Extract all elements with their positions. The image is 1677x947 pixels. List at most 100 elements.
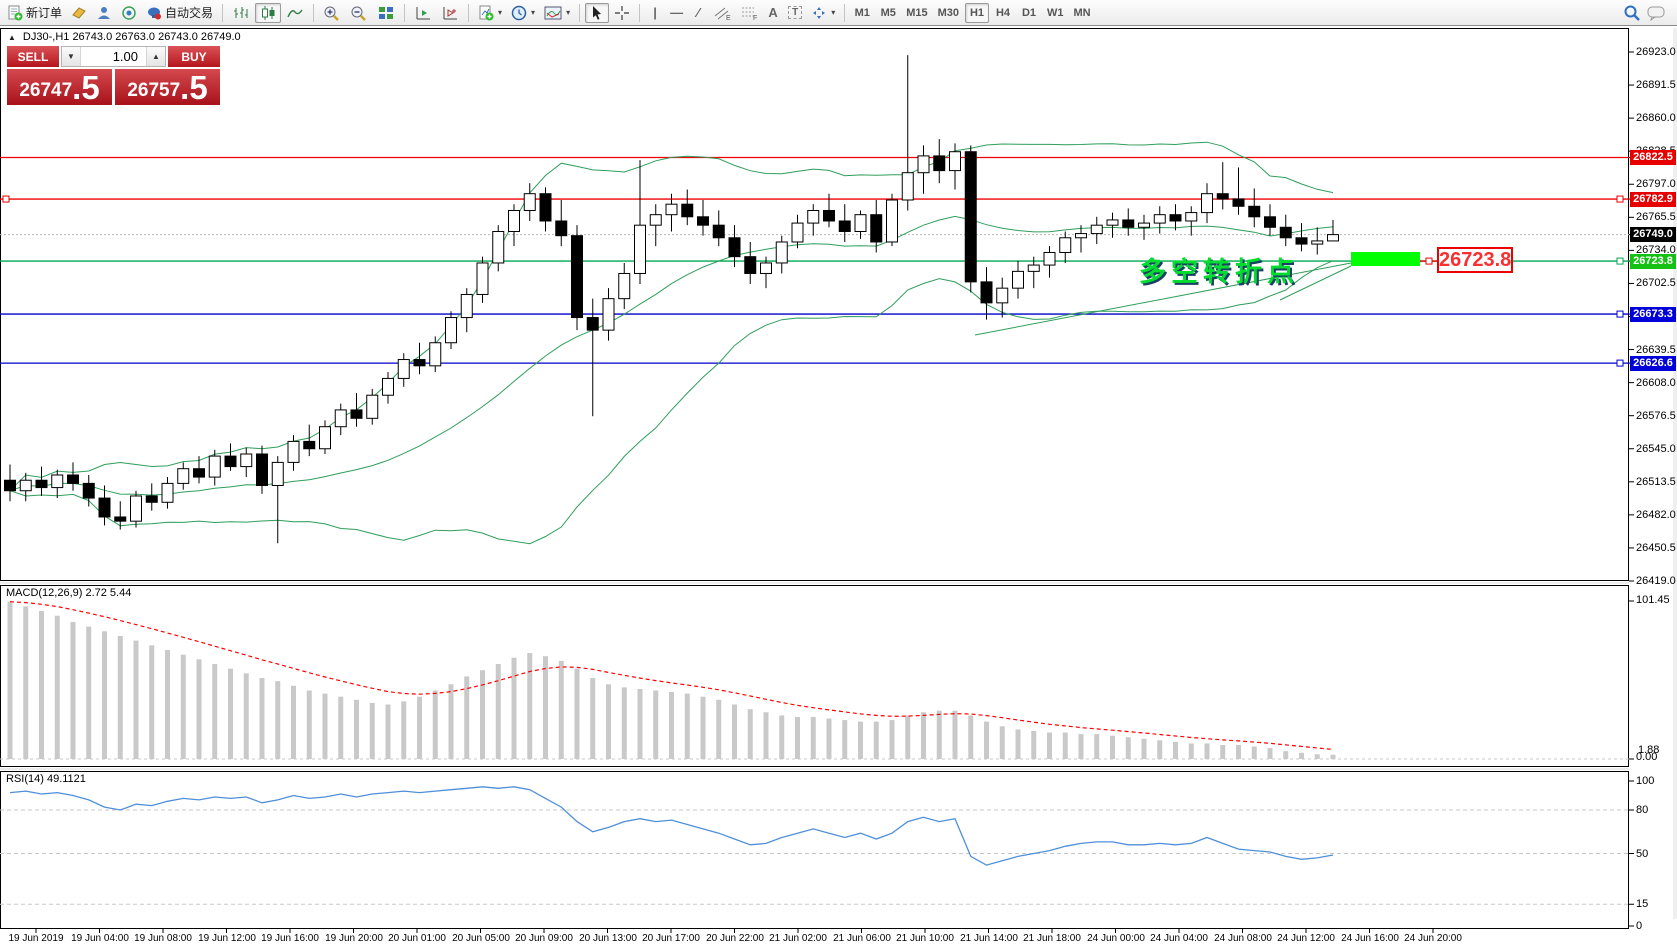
macd-histogram-bar (732, 704, 737, 759)
timeframe-h1[interactable]: H1 (965, 2, 990, 23)
text-label-tool-button[interactable]: T (784, 3, 806, 23)
market-watch-button[interactable] (67, 3, 91, 23)
search-icon[interactable] (1623, 4, 1641, 22)
chart-shift-button[interactable] (437, 3, 463, 23)
auto-scroll-button[interactable] (410, 3, 436, 23)
bar-chart-mode-button[interactable] (228, 3, 254, 23)
macd-histogram-bar (1157, 740, 1163, 759)
sell-price-button[interactable]: 26747.5 (7, 69, 112, 105)
cursor-tool-button[interactable] (585, 2, 610, 23)
line-chart-mode-button[interactable] (282, 3, 308, 23)
sell-price-main: 26747 (19, 80, 73, 101)
text-tool-button[interactable]: A (763, 3, 783, 23)
object-anchor[interactable] (1616, 195, 1624, 203)
chart-text-annotation[interactable]: 多空转折点 (1139, 257, 1299, 287)
pane-separator[interactable] (0, 582, 1629, 584)
object-anchor[interactable] (1616, 310, 1624, 318)
volume-field[interactable]: 1.00 (80, 47, 147, 66)
trendline-tool-button[interactable]: ⁄ (688, 3, 708, 23)
trendline-object[interactable] (1279, 265, 1352, 301)
horizontal-line-tool-button[interactable]: — (666, 3, 687, 23)
volume-increase-button[interactable]: ▲ (147, 47, 165, 66)
toolbar-separator (639, 3, 641, 22)
macd-histogram-bar (70, 621, 76, 759)
chat-icon[interactable] (1647, 5, 1667, 21)
macd-histogram-bar (1125, 737, 1131, 759)
object-anchor[interactable] (1616, 257, 1624, 265)
buy-button[interactable]: BUY (168, 46, 220, 67)
toolbar-separator (313, 3, 315, 22)
candle-body (82, 482, 95, 499)
macd-histogram-bar (401, 701, 407, 759)
timeframe-m1[interactable]: M1 (854, 6, 870, 19)
macd-histogram-bar (23, 606, 29, 759)
zoom-in-button[interactable] (319, 3, 345, 23)
trendline-object[interactable] (974, 262, 1352, 336)
candle-body (429, 342, 442, 367)
candlestick-mode-button[interactable] (255, 2, 282, 23)
data-window-button[interactable] (92, 3, 116, 23)
sell-price-frac: .5 (72, 69, 100, 106)
rectangle-annotation[interactable] (1351, 252, 1420, 266)
candle-body (571, 235, 583, 319)
candle-body (1279, 226, 1292, 239)
auto-trading-icon (148, 7, 162, 19)
svg-text:F: F (753, 15, 757, 21)
macd-histogram-bar (275, 681, 281, 759)
timeframe-h4[interactable]: H4 (995, 6, 1011, 19)
timeframe-w1[interactable]: W1 (1047, 6, 1064, 19)
pane-separator[interactable] (0, 768, 1629, 770)
macd-histogram-bar (322, 693, 328, 759)
object-anchor[interactable] (1425, 257, 1433, 265)
symbol-ohlc-header: ▲ DJ30-,H1 26743.0 26763.0 26743.0 26749.… (8, 31, 241, 43)
channel-tool-button[interactable]: E (709, 3, 735, 23)
object-anchor[interactable] (2, 195, 10, 203)
tile-windows-button[interactable] (373, 3, 399, 23)
signals-icon (122, 5, 136, 20)
timeframe-m15[interactable]: M15 (906, 6, 928, 19)
candle-body (366, 394, 379, 419)
new-order-button[interactable]: 新订单 (3, 3, 66, 23)
timeframe-menu-button[interactable]: ▾ (507, 3, 539, 23)
timeframe-mn[interactable]: MN (1073, 6, 1091, 19)
toolbar-separator (404, 3, 406, 22)
object-anchor[interactable] (1616, 359, 1624, 367)
candle-body (1295, 237, 1308, 245)
chart-profile-button[interactable]: ▾ (540, 3, 574, 23)
volume-decrease-button[interactable]: ▼ (62, 47, 80, 66)
price-tag-label[interactable]: 26723.8 (1437, 247, 1513, 273)
sell-button[interactable]: SELL (7, 46, 59, 67)
macd-histogram-bar (117, 635, 123, 759)
arrows-tool-button[interactable]: ▾ (807, 3, 839, 23)
auto-trading-button[interactable]: 自动交易 (142, 3, 217, 23)
candle-body (854, 214, 867, 232)
candle-body (665, 203, 678, 216)
macd-histogram-bar (1220, 744, 1226, 759)
timeframe-m5[interactable]: M5 (880, 6, 896, 19)
macd-histogram-bar (1094, 734, 1100, 759)
candle-body (193, 468, 205, 478)
candle-body (1185, 212, 1198, 222)
candle-body (602, 298, 615, 331)
timeframe-d1[interactable]: D1 (1021, 6, 1037, 19)
candle-body (35, 479, 48, 489)
collapse-triangle-icon[interactable]: ▲ (8, 33, 16, 42)
zoom-out-button[interactable] (346, 3, 372, 23)
signals-button[interactable] (117, 3, 141, 23)
candle-body (1216, 193, 1229, 200)
macd-histogram-bar (873, 721, 879, 759)
fibonacci-tool-button[interactable]: F (736, 3, 762, 23)
macd-histogram-bar (952, 710, 958, 759)
macd-histogram-bar (842, 720, 848, 759)
crosshair-tool-button[interactable] (610, 3, 634, 23)
chart-profile-icon (544, 6, 562, 19)
timeframe-m30[interactable]: M30 (937, 6, 960, 19)
macd-histogram-bar (637, 688, 643, 759)
candle-body (130, 495, 142, 522)
macd-histogram-bar (826, 718, 832, 759)
candle-body (287, 440, 300, 463)
vertical-line-tool-button[interactable]: | (645, 3, 665, 23)
indicators-button[interactable]: ▾ (474, 3, 506, 23)
buy-price-button[interactable]: 26757.5 (115, 69, 220, 105)
